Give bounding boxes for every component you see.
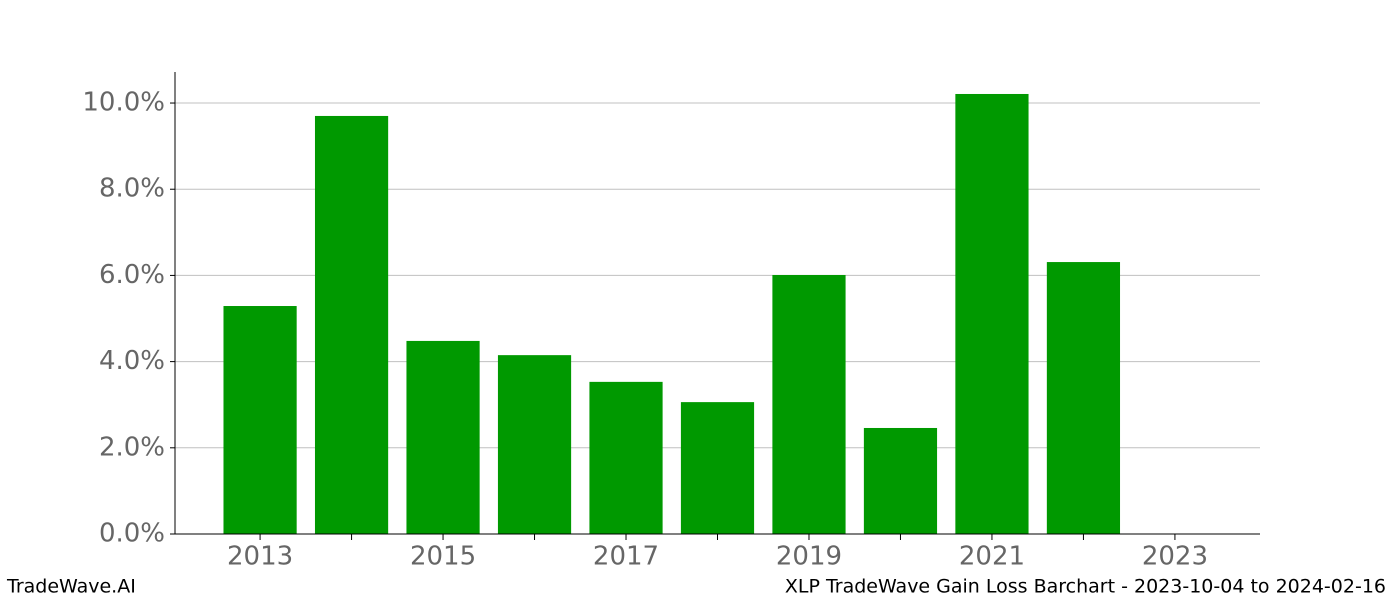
x-tick-label: 2019 (776, 542, 842, 572)
bar (223, 306, 297, 534)
x-tick-label: 2013 (227, 542, 293, 572)
x-tick-label: 2015 (410, 542, 476, 572)
y-tick-label: 6.0% (99, 260, 165, 290)
y-tick-label: 0.0% (99, 519, 165, 549)
y-tick-label: 10.0% (82, 88, 165, 118)
bar (589, 381, 663, 534)
bar (497, 355, 572, 534)
x-tick-label: 2023 (1142, 542, 1208, 572)
bar (406, 340, 480, 534)
x-tick-label: 2021 (959, 542, 1025, 572)
bar (772, 274, 846, 534)
x-tick-label: 2017 (593, 542, 659, 572)
bar (863, 427, 938, 534)
bar (314, 115, 389, 534)
y-tick-label: 4.0% (99, 346, 165, 376)
y-tick-label: 8.0% (99, 174, 165, 204)
bar (680, 402, 755, 534)
bar (1046, 262, 1121, 534)
bar (955, 93, 1029, 534)
footer-left: TradeWave.AI (6, 576, 136, 598)
y-tick-label: 2.0% (99, 432, 165, 462)
footer-right: XLP TradeWave Gain Loss Barchart - 2023-… (785, 576, 1386, 598)
